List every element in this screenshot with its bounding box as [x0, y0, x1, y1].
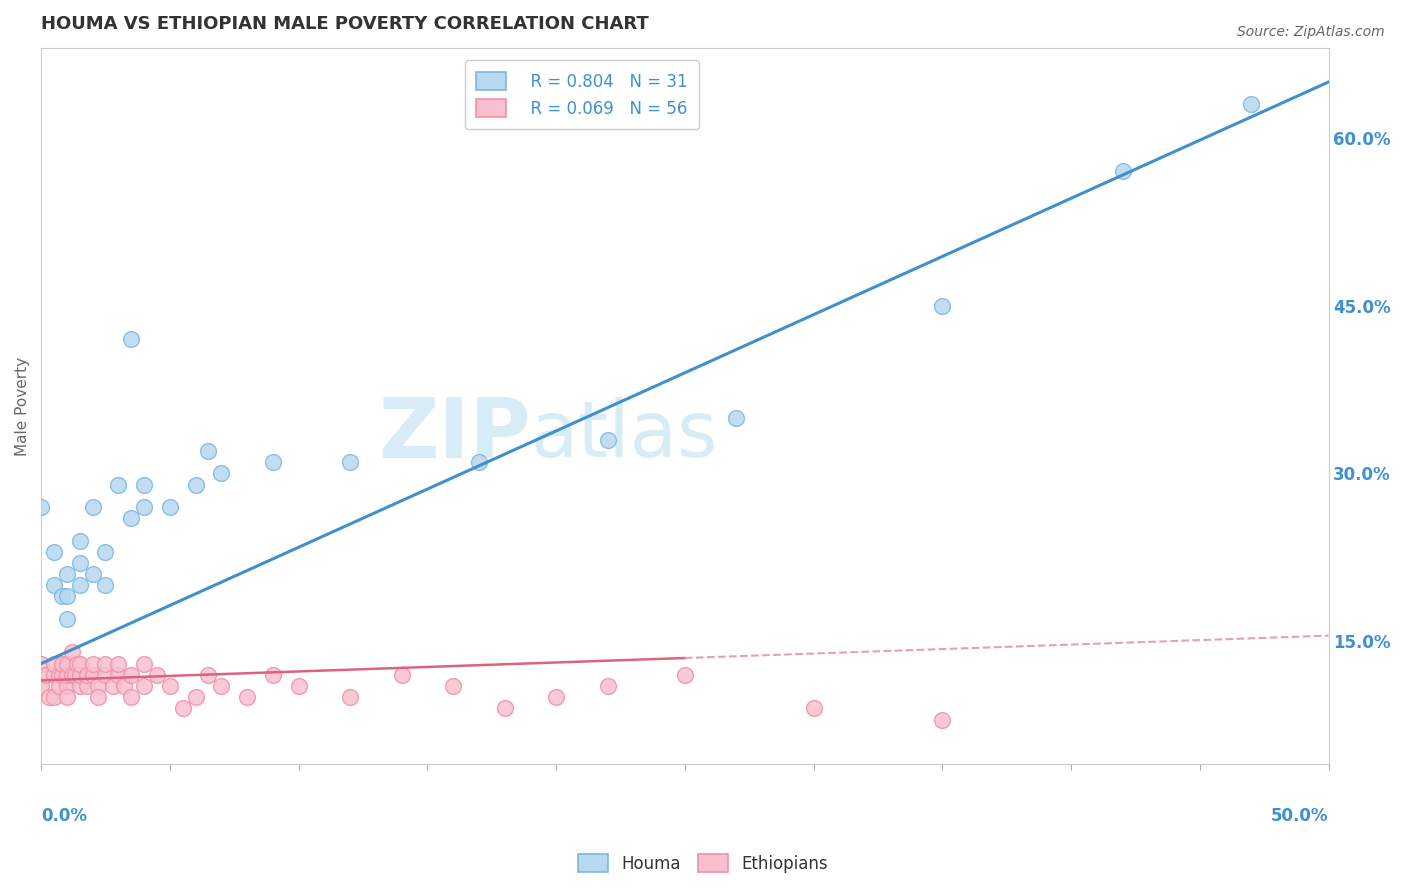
Point	[82, 500, 104, 514]
Point	[56, 590, 79, 604]
Text: ZIP: ZIP	[378, 394, 530, 475]
Point	[76, 667, 98, 681]
Point	[120, 667, 142, 681]
Point	[339, 455, 361, 469]
Text: HOUMA VS ETHIOPIAN MALE POVERTY CORRELATION CHART: HOUMA VS ETHIOPIAN MALE POVERTY CORRELAT…	[41, 15, 648, 33]
Point	[82, 667, 104, 681]
Point	[38, 690, 60, 705]
Y-axis label: Male Poverty: Male Poverty	[15, 357, 30, 456]
Point	[132, 477, 155, 491]
Point	[184, 690, 207, 705]
Point	[1111, 164, 1133, 178]
Point	[60, 645, 83, 659]
Point	[209, 679, 232, 693]
Point	[69, 679, 91, 693]
Point	[60, 667, 83, 681]
Point	[42, 657, 65, 671]
Text: atlas: atlas	[530, 397, 718, 473]
Point	[107, 477, 129, 491]
Point	[56, 657, 79, 671]
Point	[30, 679, 52, 693]
Point	[132, 679, 155, 693]
Point	[494, 701, 516, 715]
Point	[107, 667, 129, 681]
Point	[159, 679, 181, 693]
Point	[30, 500, 52, 514]
Point	[87, 690, 110, 705]
Point	[76, 679, 98, 693]
Point	[94, 578, 117, 592]
Point	[69, 667, 91, 681]
Point	[42, 578, 65, 592]
Point	[56, 567, 79, 582]
Point	[69, 657, 91, 671]
Point	[120, 690, 142, 705]
Point	[120, 332, 142, 346]
Point	[1240, 97, 1263, 112]
Point	[339, 690, 361, 705]
Point	[56, 679, 79, 693]
Point	[107, 657, 129, 671]
Point	[236, 690, 259, 705]
Point	[69, 533, 91, 548]
Point	[931, 299, 953, 313]
Point	[42, 667, 65, 681]
Text: 0.0%: 0.0%	[41, 807, 87, 825]
Point	[42, 545, 65, 559]
Point	[197, 444, 219, 458]
Text: 50.0%: 50.0%	[1271, 807, 1329, 825]
Point	[441, 679, 464, 693]
Point	[132, 500, 155, 514]
Text: Source: ZipAtlas.com: Source: ZipAtlas.com	[1237, 25, 1385, 39]
Point	[94, 667, 117, 681]
Point	[262, 455, 284, 469]
Legend: Houma, Ethiopians: Houma, Ethiopians	[572, 847, 834, 880]
Point	[172, 701, 194, 715]
Point	[112, 679, 135, 693]
Point	[94, 657, 117, 671]
Point	[69, 556, 91, 570]
Point	[51, 667, 73, 681]
Legend:   R = 0.804   N = 31,   R = 0.069   N = 56: R = 0.804 N = 31, R = 0.069 N = 56	[464, 61, 699, 129]
Point	[544, 690, 567, 705]
Point	[56, 690, 79, 705]
Point	[69, 578, 91, 592]
Point	[184, 477, 207, 491]
Point	[673, 667, 696, 681]
Point	[48, 667, 70, 681]
Point	[931, 713, 953, 727]
Point	[209, 467, 232, 481]
Point	[63, 667, 86, 681]
Point	[56, 612, 79, 626]
Point	[56, 667, 79, 681]
Point	[132, 657, 155, 671]
Point	[596, 433, 619, 447]
Point	[94, 545, 117, 559]
Point	[82, 657, 104, 671]
Point	[197, 667, 219, 681]
Point	[82, 567, 104, 582]
Point	[120, 511, 142, 525]
Point	[146, 667, 169, 681]
Point	[596, 679, 619, 693]
Point	[287, 679, 309, 693]
Point	[391, 667, 413, 681]
Point	[48, 679, 70, 693]
Point	[51, 657, 73, 671]
Point	[30, 657, 52, 671]
Point	[103, 679, 125, 693]
Point	[803, 701, 825, 715]
Point	[262, 667, 284, 681]
Point	[159, 500, 181, 514]
Point	[42, 690, 65, 705]
Point	[725, 410, 748, 425]
Point	[66, 657, 89, 671]
Point	[35, 667, 58, 681]
Point	[468, 455, 491, 469]
Point	[51, 590, 73, 604]
Point	[87, 679, 110, 693]
